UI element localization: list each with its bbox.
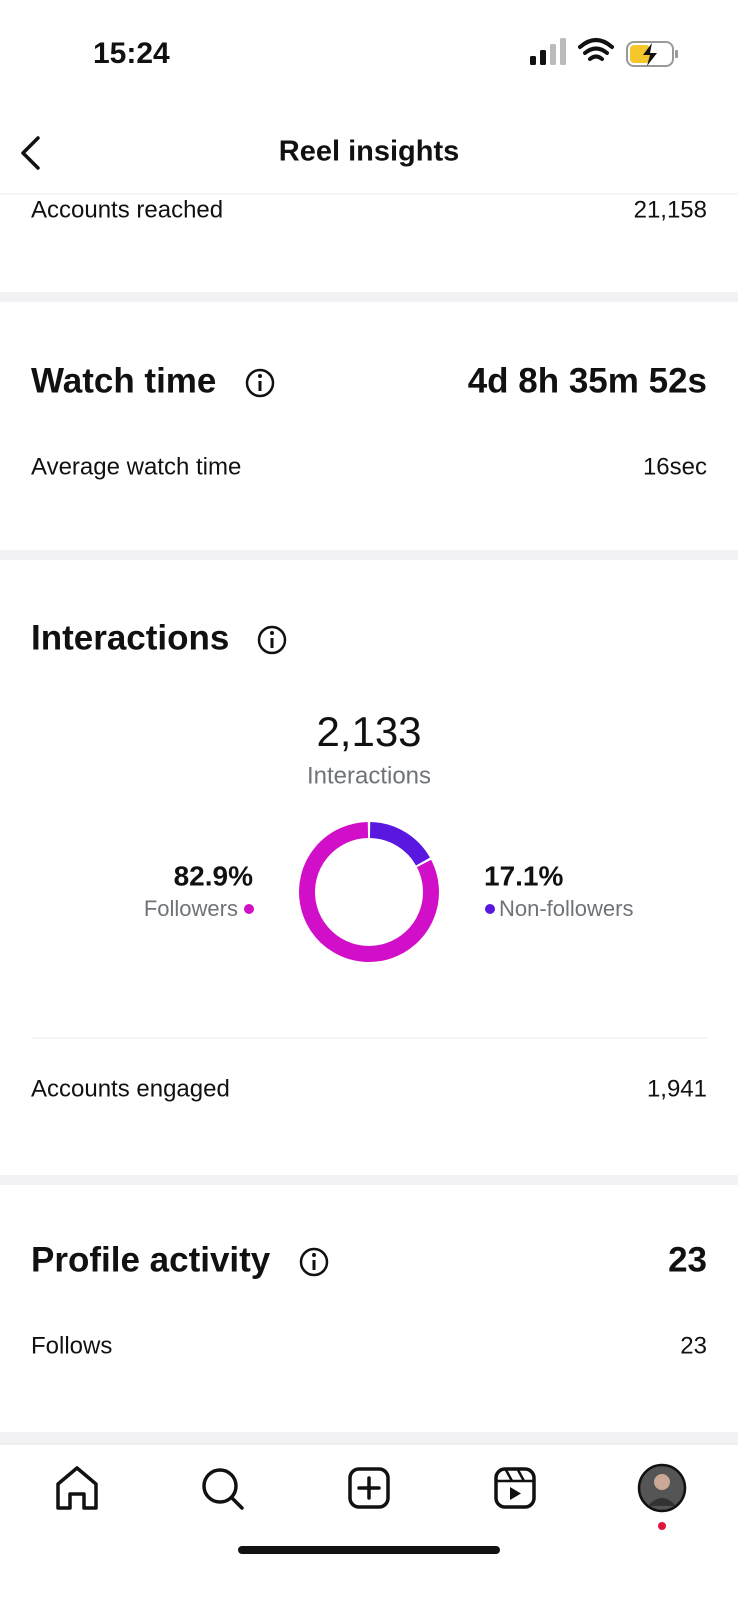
row-label: Accounts reached [31,196,223,223]
header-title: Reel insights [279,136,460,168]
row-label: Average watch time [31,453,241,480]
nav-home[interactable] [56,1466,98,1510]
interactions-total-label: Interactions [307,762,431,789]
share-label: 82.9% [174,860,253,891]
row-label: Follows [31,1332,112,1359]
legend-label: Non-followers [499,896,634,921]
row-value: 1,941 [647,1075,707,1102]
section-title: Profile activity [31,1240,271,1279]
section-separator [0,292,738,302]
section-title: Watch time [31,361,216,400]
share-label: 17.1% [484,860,563,891]
section-separator [0,550,738,560]
section-separator [0,1175,738,1185]
row-label: Accounts engaged [31,1075,230,1102]
info-icon[interactable] [257,625,287,655]
status-icons [530,38,678,67]
nav-reels[interactable] [494,1467,536,1509]
nav-profile[interactable] [637,1463,687,1530]
row-value: 23 [680,1332,707,1359]
interactions-total: 2,133 [316,708,421,755]
donut-segment [299,822,439,962]
legend-dot [485,904,495,914]
nav-search[interactable] [202,1468,244,1510]
row-value: 16sec [643,453,707,480]
donut-segment [369,822,430,866]
section-total: 23 [668,1240,707,1279]
legend-dot [244,904,254,914]
info-icon[interactable] [299,1247,329,1277]
info-icon[interactable] [245,368,275,398]
home-indicator [238,1546,500,1554]
nav-create[interactable] [348,1467,390,1509]
row-value: 21,158 [634,196,707,223]
status-time: 15:24 [93,37,170,70]
back-button[interactable] [21,136,40,170]
section-total: 4d 8h 35m 52s [468,361,707,400]
section-separator [0,1432,738,1444]
section-title: Interactions [31,618,229,657]
legend-label: Followers [144,896,238,921]
donut-chart [299,822,439,962]
